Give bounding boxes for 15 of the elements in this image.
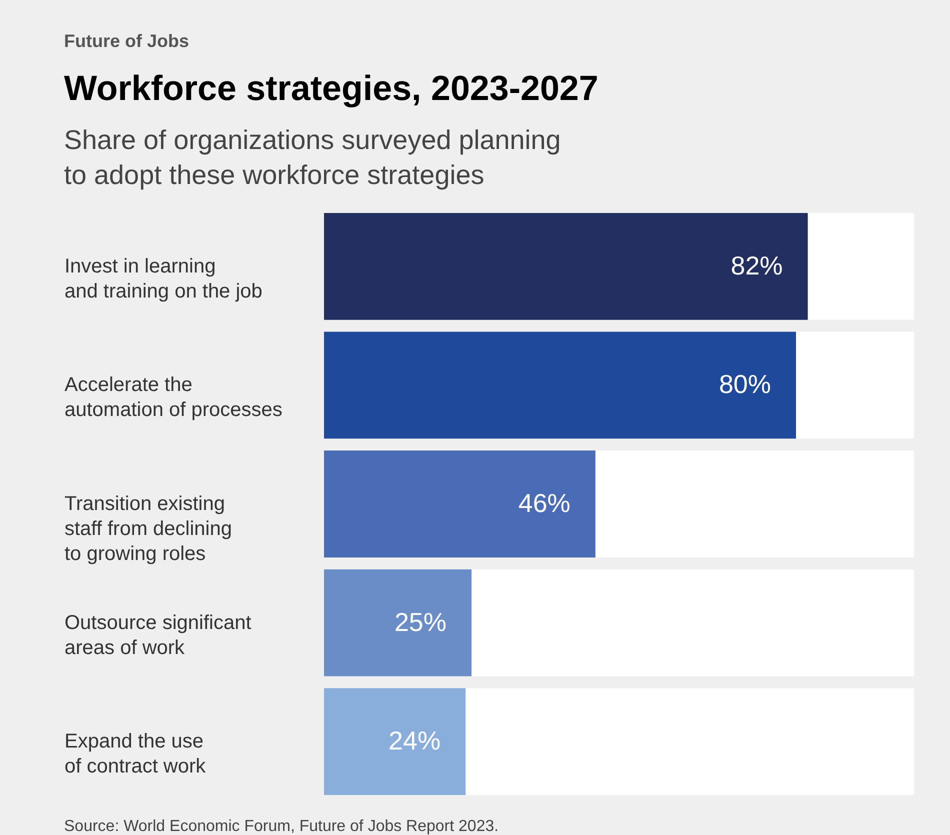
y-tick-label: Accelerate the automation of processes — [64, 374, 282, 422]
data-label: 46% — [518, 488, 570, 518]
data-label: 82% — [730, 250, 783, 280]
chart-subtitle: Share of organizations surveyed planning to adopt these workforce strategies — [64, 125, 561, 190]
y-tick-label: Transition existing staff from declining to growing roles — [64, 493, 232, 565]
data-label: 80% — [718, 369, 771, 400]
y-tick-label: Invest in learning and training on the job — [64, 255, 262, 302]
source-note: Source: World Economic Forum, Future of Jobs Report 2023. — [64, 818, 499, 835]
y-tick-label: Expand the use of contract work — [64, 730, 207, 778]
chart-title: Workforce strategies, 2023-2027 — [64, 69, 598, 108]
text: Future of Jobs — [64, 31, 189, 51]
y-tick-label: Outsource significant areas of work — [64, 612, 252, 659]
data-label: 25% — [394, 606, 446, 637]
bar — [324, 688, 466, 795]
data-label: 24% — [388, 726, 441, 756]
